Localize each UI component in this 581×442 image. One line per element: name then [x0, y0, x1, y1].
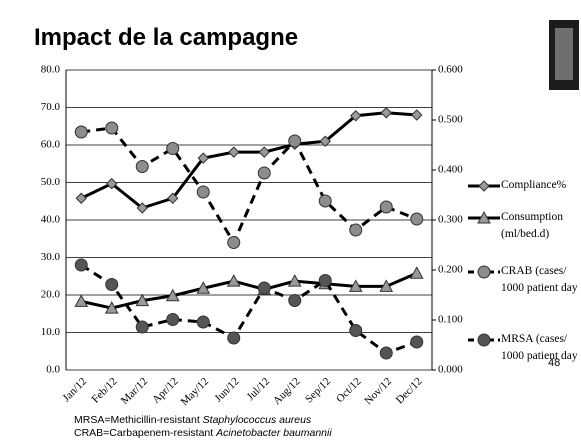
chart-title: Impact de la campagne: [34, 24, 299, 51]
footnote-italic: Acinetobacter baumannii: [216, 427, 332, 439]
y-tick-label: 0.0: [46, 364, 60, 376]
data-point: [228, 146, 240, 158]
data-point: [196, 315, 210, 329]
data-point: [135, 320, 149, 334]
data-point: [410, 335, 424, 349]
data-point: [379, 279, 394, 292]
data-point: [135, 293, 150, 307]
footnote-text: CRAB=Carbapenem-resistant: [74, 427, 217, 439]
x-tick-label: Apr/12: [150, 375, 181, 406]
data-point: [350, 110, 362, 122]
data-point: [379, 346, 393, 360]
data-point: [197, 152, 209, 164]
series-line: [80, 271, 418, 310]
legend-label: CRAB (cases/ 1000 patient day: [501, 265, 578, 294]
series-line: [80, 111, 417, 210]
data-point: [227, 331, 241, 345]
footnote-text: MRSA=Methicillin-resistant: [74, 414, 203, 426]
data-point: [349, 324, 363, 337]
data-point: [410, 212, 424, 226]
y-tick-label: 40.0: [41, 214, 61, 226]
data-point: [409, 266, 424, 279]
x-tick-label: Jun/12: [212, 375, 241, 404]
y2-tick-label: 0.000: [438, 364, 463, 376]
legend-swatch-marker: [477, 265, 491, 279]
footnote-italic: Staphylococcus aureus: [202, 414, 312, 426]
x-tick-label: Mar/12: [119, 375, 150, 406]
data-point: [104, 301, 119, 314]
data-point: [379, 200, 393, 214]
data-point: [227, 236, 241, 249]
data-point: [319, 135, 331, 147]
legend-label: Consumption (ml/bed.d): [501, 211, 563, 240]
y2-tick-label: 0.100: [438, 314, 463, 326]
y2-tick-label: 0.300: [438, 214, 463, 226]
xray-detail: [555, 28, 573, 80]
data-point: [105, 278, 119, 291]
y-tick-label: 80.0: [41, 64, 61, 76]
x-tick-label: Jul/12: [245, 375, 273, 403]
legend-label: MRSA (cases/ 1000 patient day: [501, 333, 578, 362]
footnote: MRSA=Methicillin-resistant Staphylococcu…: [74, 414, 311, 426]
data-point: [167, 192, 179, 204]
data-point: [105, 121, 119, 135]
data-point: [196, 185, 210, 199]
y2-tick-label: 0.500: [438, 114, 463, 126]
data-point: [166, 313, 180, 326]
y2-tick-label: 0.400: [438, 164, 463, 176]
y2-tick-label: 0.200: [438, 264, 463, 276]
data-point: [257, 281, 271, 295]
x-tick-label: Jan/12: [60, 375, 89, 404]
data-point: [411, 109, 423, 121]
legend-label: Compliance%: [501, 179, 567, 191]
data-point: [288, 294, 302, 307]
x-tick-label: Oct/12: [334, 375, 364, 405]
x-tick-label: Aug/12: [271, 375, 303, 407]
footnote: CRAB=Carbapenem-resistant Acinetobacter …: [74, 427, 332, 439]
data-point: [348, 279, 363, 292]
y-tick-label: 60.0: [41, 139, 61, 151]
data-point: [380, 107, 392, 119]
x-tick-label: Nov/12: [362, 375, 394, 407]
data-point: [74, 294, 89, 307]
data-point: [349, 223, 363, 237]
x-tick-label: Dec/12: [394, 375, 425, 406]
data-point: [287, 274, 302, 287]
data-point: [288, 134, 302, 148]
y2-tick-label: 0.600: [438, 64, 463, 76]
data-point: [165, 288, 180, 302]
x-tick-label: Sep/12: [303, 375, 333, 405]
x-tick-label: May/12: [178, 375, 211, 408]
y-tick-label: 50.0: [41, 176, 61, 188]
legend-swatch-marker: [477, 333, 491, 347]
data-point: [318, 274, 332, 287]
legend-swatch-marker: [478, 180, 490, 192]
x-tick-label: Feb/12: [90, 375, 120, 405]
data-point: [257, 166, 271, 180]
y-tick-label: 70.0: [41, 101, 61, 113]
data-point: [318, 194, 332, 208]
data-point: [136, 202, 148, 214]
data-point: [258, 146, 270, 158]
data-point: [106, 177, 118, 190]
data-point: [196, 281, 211, 294]
data-point: [74, 258, 88, 272]
data-point: [75, 192, 87, 204]
data-point: [166, 142, 180, 155]
data-point: [74, 125, 88, 139]
legend-swatch-marker: [477, 210, 491, 224]
data-point: [226, 274, 241, 287]
y-tick-label: 10.0: [41, 326, 61, 338]
y-tick-label: 20.0: [41, 289, 61, 301]
y-tick-label: 30.0: [41, 251, 61, 263]
page-number: 48: [548, 357, 561, 369]
data-point: [135, 160, 149, 173]
series-line: [80, 263, 418, 355]
